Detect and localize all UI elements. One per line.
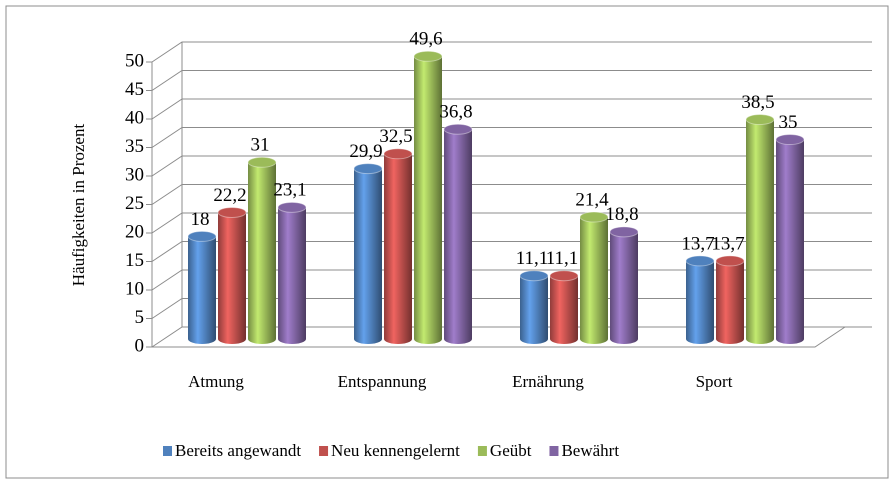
grid-line [151,127,872,148]
bar [278,207,306,339]
data-label: 31 [251,135,270,156]
data-label: 11,1 [516,248,549,269]
y-tick-label: 10 [125,278,144,299]
data-label: 49,6 [409,29,442,50]
bar [354,168,382,339]
bar [218,212,246,339]
grid-line [151,70,872,91]
bar [776,139,804,339]
grid-line [151,184,872,205]
bar-top [715,255,745,267]
data-label: 38,5 [741,92,774,113]
data-label: 13,7 [711,233,744,254]
grid-line [151,155,872,177]
data-label: 21,4 [575,189,609,210]
bar [716,260,744,339]
data-label: 18,8 [605,204,638,225]
bar-top [413,50,443,62]
x-tick-label: Atmung [188,372,244,391]
grid-line [151,241,872,262]
grid-line [151,298,872,319]
grid-line [151,212,872,234]
data-label: 36,8 [439,102,472,123]
bar [520,275,548,339]
x-tick-label: Entspannung [338,372,427,391]
legend-swatch [477,446,487,456]
data-label: 13,7 [681,233,714,254]
grid-line [151,98,872,120]
legend-label: Neu kennengelernt [331,441,460,460]
bar [444,129,472,339]
x-tick-label: Sport [696,372,733,391]
legend-label: Bereits angewandt [175,441,301,460]
bar [550,275,578,339]
bar-top [519,270,549,282]
y-tick-label: 0 [135,335,145,356]
bar-top [277,201,307,213]
bar-top [353,163,383,175]
y-tick-label: 15 [125,250,144,271]
data-label: 32,5 [379,126,412,147]
grid-line [151,41,872,63]
bar-top [217,206,247,218]
legend-swatch [163,446,172,456]
bar [580,217,608,339]
legend-swatch [549,446,559,456]
data-label: 35 [779,112,798,133]
y-axis-title: Häufigkeiten in Prozent [69,124,88,287]
bar [414,56,442,339]
y-tick-label: 45 [125,79,144,100]
data-label: 18 [191,209,210,230]
bar-top [685,255,715,267]
y-tick-label: 50 [125,50,144,71]
grid-line [151,269,872,291]
legend-label: Bewährt [561,441,619,460]
bar [746,119,774,339]
legend-label: Geübt [490,441,532,460]
grid-line [151,326,872,348]
bar [686,260,714,339]
y-tick-label: 5 [135,307,145,328]
y-tick-label: 25 [125,193,144,214]
data-label: 11,1 [546,248,579,269]
bar-top [247,156,277,168]
bar [610,231,638,339]
data-label: 23,1 [273,180,306,201]
x-tick-label: Ernährung [512,372,584,391]
floor-edge [152,326,846,348]
y-tick-label: 30 [125,164,144,185]
bar-top [383,148,413,160]
bar-top [775,134,805,145]
data-label: 22,2 [213,185,246,206]
data-label: 29,9 [349,141,382,162]
bar-top [609,226,639,238]
bar-top [187,230,217,242]
legend-swatch [319,446,329,456]
bar-top [579,211,609,223]
bar [188,236,216,339]
bar-top [443,123,473,135]
y-tick-label: 35 [125,136,144,157]
bar [384,153,412,339]
bar-top [549,270,579,282]
bar-top [745,114,775,126]
y-tick-label: 20 [125,221,144,242]
bar [248,162,276,339]
y-tick-label: 40 [125,107,144,128]
